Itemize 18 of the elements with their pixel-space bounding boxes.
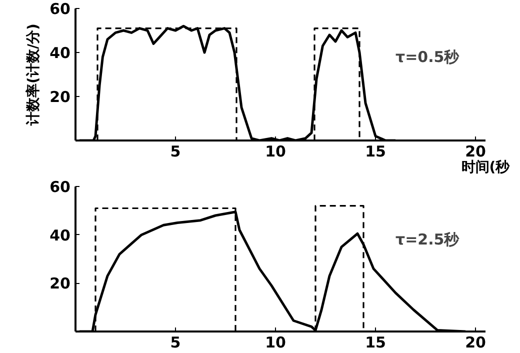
y-axis-title: 计数率(计数/分) [24, 24, 42, 126]
x-tick-label: 5 [170, 334, 181, 352]
x-tick-label: 10 [265, 142, 286, 160]
y-tick-label: 60 [50, 178, 70, 196]
annotation: τ=0.5秒 [396, 48, 460, 66]
x-axis-title: 时间(秒 [461, 160, 511, 176]
x-tick-label: 20 [465, 334, 486, 352]
y-tick-label: 20 [50, 274, 70, 293]
x-tick-label: 15 [365, 142, 386, 160]
y-tick-label: 20 [50, 88, 70, 106]
x-tick-label: 20 [465, 142, 486, 160]
x-tick-label: 10 [265, 334, 286, 352]
x-tick-label: 15 [365, 334, 386, 352]
x-tick-label: 5 [170, 142, 181, 160]
y-tick-label: 40 [50, 226, 70, 244]
y-tick-label: 40 [50, 44, 70, 62]
annotation: τ=2.5秒 [396, 230, 460, 249]
y-tick-label: 60 [50, 0, 70, 18]
